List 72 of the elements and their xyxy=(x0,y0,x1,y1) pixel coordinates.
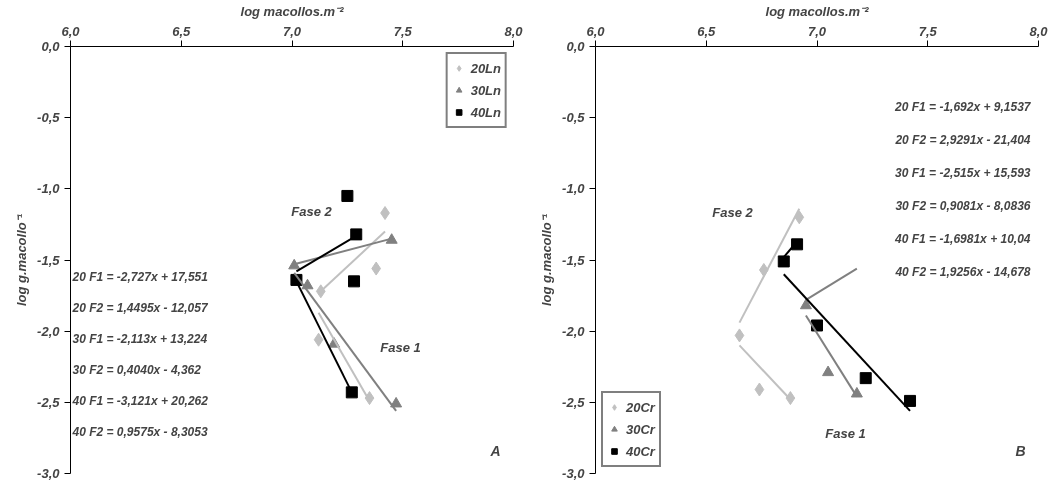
point xyxy=(859,372,872,385)
text: B xyxy=(1015,442,1026,459)
y-axis-title: log g.macollo⁻¹ xyxy=(14,213,30,307)
x-tick-label: 7,0 xyxy=(807,23,827,39)
x-tick-label: 6,0 xyxy=(61,23,81,39)
y-axis-title: log g.macollo⁻¹ xyxy=(539,213,555,307)
point xyxy=(785,391,796,406)
x-tick-label: 7,5 xyxy=(393,23,413,39)
x-tick-label: 6,0 xyxy=(586,23,606,39)
annotation: 30 F1 = -2,113x + 13,224 xyxy=(72,331,208,346)
x-tick-label: 7,5 xyxy=(918,23,938,39)
point xyxy=(315,284,326,299)
x-tick-label: 6,5 xyxy=(172,23,192,39)
annotation: 20 F1 = -1,692x + 9,1537 xyxy=(894,99,1032,114)
x-tick-label: 7,0 xyxy=(282,23,302,39)
point xyxy=(345,386,358,399)
annotation: 30 F2 = 0,9081x - 8,0836 xyxy=(895,198,1031,213)
annotation: 40 F1 = -3,121x + 20,262 xyxy=(71,393,209,408)
annotation: 20 F2 = 1,4495x - 12,057 xyxy=(71,300,209,315)
y-tick-label: -3,0 xyxy=(562,466,586,481)
legend-label: 40Ln xyxy=(470,104,501,120)
legend-label: 20Cr xyxy=(626,399,655,415)
legend-label: 40Cr xyxy=(626,443,655,459)
y-tick-label: -1,5 xyxy=(562,252,586,268)
x-tick-label: 8,0 xyxy=(504,23,524,39)
point xyxy=(348,275,361,288)
point xyxy=(777,255,790,268)
annotation: 40 F1 = -1,6981x + 10,04 xyxy=(894,231,1031,246)
point xyxy=(385,233,398,244)
y-tick-label: -1,0 xyxy=(562,181,586,197)
y-tick-label: -2,0 xyxy=(37,323,61,339)
text: A xyxy=(489,442,501,459)
point xyxy=(794,210,805,225)
annotation: Fase 1 xyxy=(380,340,421,355)
y-tick-label: -2,0 xyxy=(562,323,586,339)
y-tick-label: -2,5 xyxy=(562,394,586,410)
y-tick-label: 0,0 xyxy=(566,39,586,54)
x-tick-label: 6,5 xyxy=(697,23,717,39)
y-tick-label: -1,0 xyxy=(37,181,61,197)
annotation: 20 F2 = 2,9291x - 21,404 xyxy=(894,132,1031,147)
legend-label: 30Ln xyxy=(470,82,501,98)
annotation: Fase 2 xyxy=(712,205,754,220)
annotation: 40 F2 = 1,9256x - 14,678 xyxy=(894,264,1031,279)
y-tick-label: -3,0 xyxy=(37,466,61,481)
annotation: 30 F1 = -2,515x + 15,593 xyxy=(895,165,1031,180)
point xyxy=(288,258,301,270)
point xyxy=(799,298,812,310)
point xyxy=(734,328,745,343)
annotation: 30 F2 = 0,4040x - 4,362 xyxy=(72,362,202,377)
point xyxy=(390,396,403,408)
x-tick-label: 8,0 xyxy=(1029,23,1049,39)
annotation: 40 F2 = 0,9575x - 8,3053 xyxy=(71,424,208,439)
x-axis-title: log macollos.m⁻² xyxy=(765,3,870,19)
legend-label: 30Cr xyxy=(626,421,655,437)
annotation: 20 F1 = -2,727x + 17,551 xyxy=(71,269,209,284)
x-axis-title: log macollos.m⁻² xyxy=(240,3,345,19)
point xyxy=(850,386,863,398)
y-tick-label: 0,0 xyxy=(41,39,61,54)
point xyxy=(822,365,835,377)
point xyxy=(341,189,354,202)
y-tick-label: -1,5 xyxy=(37,252,61,268)
y-tick-label: -0,5 xyxy=(562,110,586,126)
y-tick-label: -2,5 xyxy=(37,394,61,410)
point xyxy=(904,394,917,407)
annotation: Fase 2 xyxy=(291,204,333,219)
point xyxy=(350,228,363,241)
legend-label: 20Ln xyxy=(470,60,501,76)
point xyxy=(313,332,324,347)
annotation: Fase 1 xyxy=(825,426,866,441)
point xyxy=(364,391,375,406)
y-tick-label: -0,5 xyxy=(37,110,61,126)
point xyxy=(754,382,765,397)
